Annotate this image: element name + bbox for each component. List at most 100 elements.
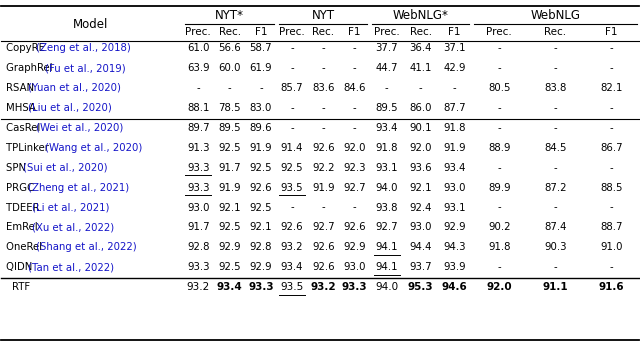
Text: WebNLG*: WebNLG* [393,9,449,22]
Text: 91.9: 91.9 [218,183,241,193]
Text: 93.1: 93.1 [443,203,466,213]
Text: 90.2: 90.2 [488,223,511,233]
Text: 93.4: 93.4 [376,123,398,133]
Text: 93.0: 93.0 [410,223,432,233]
Text: 91.4: 91.4 [281,143,303,153]
Text: 93.3: 93.3 [187,163,209,173]
Text: (Wang et al., 2020): (Wang et al., 2020) [45,143,142,153]
Text: 93.4: 93.4 [443,163,466,173]
Text: WebNLG: WebNLG [531,9,580,22]
Text: 94.3: 94.3 [443,243,466,253]
Text: 86.0: 86.0 [410,103,432,113]
Text: -: - [228,83,232,93]
Text: F1: F1 [448,27,461,37]
Text: 61.9: 61.9 [250,63,272,73]
Text: -: - [554,103,557,113]
Text: CasRel: CasRel [6,123,44,133]
Text: 89.5: 89.5 [218,123,241,133]
Text: PRGC: PRGC [6,183,37,193]
Text: 91.7: 91.7 [218,163,241,173]
Text: -: - [554,262,557,272]
Text: 92.3: 92.3 [343,163,365,173]
Text: -: - [291,123,294,133]
Text: 93.2: 93.2 [310,282,336,292]
Text: -: - [497,43,501,53]
Text: 93.2: 93.2 [187,282,210,292]
Text: (Fu et al., 2019): (Fu et al., 2019) [45,63,125,73]
Text: 91.0: 91.0 [600,243,623,253]
Text: 92.0: 92.0 [410,143,432,153]
Text: -: - [321,63,325,73]
Text: 93.3: 93.3 [187,183,209,193]
Text: 82.1: 82.1 [600,83,623,93]
Text: (Yuan et al., 2020): (Yuan et al., 2020) [28,83,120,93]
Text: 91.9: 91.9 [312,183,335,193]
Text: 93.2: 93.2 [281,243,303,253]
Text: Rec.: Rec. [410,27,431,37]
Text: 92.8: 92.8 [250,243,272,253]
Text: RSAN: RSAN [6,83,37,93]
Text: -: - [609,123,613,133]
Text: -: - [259,83,263,93]
Text: 91.3: 91.3 [187,143,209,153]
Text: -: - [554,123,557,133]
Text: 93.1: 93.1 [376,163,398,173]
Text: 92.6: 92.6 [312,143,335,153]
Text: 37.7: 37.7 [376,43,398,53]
Text: -: - [353,203,356,213]
Text: 93.3: 93.3 [187,262,209,272]
Text: -: - [609,43,613,53]
Text: -: - [353,63,356,73]
Text: 37.1: 37.1 [443,43,466,53]
Text: Prec.: Prec. [186,27,211,37]
Text: -: - [609,103,613,113]
Text: 91.6: 91.6 [598,282,624,292]
Text: 93.0: 93.0 [343,262,365,272]
Text: 88.7: 88.7 [600,223,623,233]
Text: 92.5: 92.5 [218,223,241,233]
Text: 93.5: 93.5 [280,282,304,292]
Text: (Li et al., 2021): (Li et al., 2021) [32,203,109,213]
Text: 92.5: 92.5 [250,163,272,173]
Text: 84.5: 84.5 [544,143,566,153]
Text: 80.5: 80.5 [488,83,511,93]
Text: -: - [291,63,294,73]
Text: 83.8: 83.8 [544,83,566,93]
Text: 93.0: 93.0 [443,183,466,193]
Text: NYT: NYT [312,9,335,22]
Text: 90.1: 90.1 [410,123,432,133]
Text: -: - [353,103,356,113]
Text: -: - [554,63,557,73]
Text: 92.5: 92.5 [250,203,272,213]
Text: -: - [609,203,613,213]
Text: 93.8: 93.8 [376,203,398,213]
Text: RTF: RTF [12,282,30,292]
Text: (Tan et al., 2022): (Tan et al., 2022) [28,262,114,272]
Text: -: - [353,123,356,133]
Text: MHSA: MHSA [6,103,39,113]
Text: -: - [497,123,501,133]
Text: TDEER: TDEER [6,203,43,213]
Text: Rec.: Rec. [219,27,241,37]
Text: -: - [609,262,613,272]
Text: 41.1: 41.1 [410,63,432,73]
Text: 95.3: 95.3 [408,282,433,292]
Text: 92.1: 92.1 [410,183,432,193]
Text: 93.3: 93.3 [342,282,367,292]
Text: -: - [291,103,294,113]
Text: -: - [321,43,325,53]
Text: -: - [321,123,325,133]
Text: TPLinker: TPLinker [6,143,52,153]
Text: 36.4: 36.4 [410,43,432,53]
Text: -: - [609,163,613,173]
Text: Prec.: Prec. [374,27,399,37]
Text: EmRel: EmRel [6,223,41,233]
Text: Rec.: Rec. [312,27,334,37]
Text: -: - [497,103,501,113]
Text: (Xu et al., 2022): (Xu et al., 2022) [32,223,114,233]
Text: 83.6: 83.6 [312,83,335,93]
Text: -: - [321,203,325,213]
Text: Rec.: Rec. [544,27,566,37]
Text: 92.9: 92.9 [250,262,272,272]
Text: F1: F1 [255,27,267,37]
